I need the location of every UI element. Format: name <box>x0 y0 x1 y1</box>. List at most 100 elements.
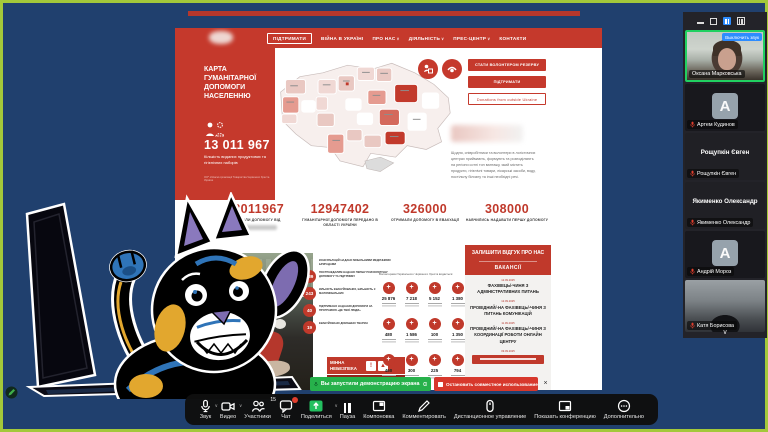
chevron-down-icon: ∨ <box>441 35 445 41</box>
stat-circle: 19 <box>303 321 316 335</box>
stat-circle: 243 <box>303 287 316 301</box>
aid-icon: + <box>428 354 441 366</box>
stats-row: 13011967 ОТРИМАЛИ ДОПОМОГУ ВІД 12947402 … <box>175 202 602 246</box>
participant-tile[interactable]: A Артем Кудинов <box>685 84 765 131</box>
stat-value: 308000 <box>484 202 530 216</box>
grid-cell: +1 586 <box>400 318 423 354</box>
participant-tile[interactable]: Катя Борисова <box>685 280 765 332</box>
remote-control-button[interactable]: Дистанционное управление <box>454 399 526 420</box>
video-button[interactable]: ∨ Видео <box>219 402 243 420</box>
stat-item: 326000 ОТРИМАЛИ ДОПОМОГУ В ЕВАКУАЦІЇ <box>382 202 468 223</box>
aid-icon: + <box>451 354 464 366</box>
participant-tile[interactable]: Рощупкін Євген Рощупкін Євген <box>685 133 765 180</box>
participant-tile[interactable]: Выключить звук Оксана Марковська <box>685 30 765 82</box>
aid-icon: + <box>405 354 418 366</box>
helping-hands-icon <box>442 59 462 79</box>
avatar: A <box>712 93 738 119</box>
annotate-button[interactable]: Комментировать <box>402 399 446 420</box>
grid-cell: +25 876 <box>377 282 400 318</box>
nav-support[interactable]: ПІДТРИМАТИ <box>267 32 313 44</box>
aid-icon: + <box>382 318 395 330</box>
gallery-view-active-icon[interactable] <box>723 17 731 25</box>
close-icon[interactable]: × <box>543 380 548 387</box>
become-volunteer-button[interactable]: СТАТИ ВОЛОНТЕРОМ РЕЗЕРВУ <box>468 59 546 71</box>
grid-cell: +1 380 <box>446 282 469 318</box>
grid-cell: +225 <box>423 354 446 390</box>
grid-cell: +480 <box>377 318 400 354</box>
muted-mic-icon <box>690 268 695 275</box>
layout-button[interactable]: Компоновка <box>363 399 394 420</box>
speaker-view-icon[interactable] <box>710 17 717 25</box>
screenshare-active-banner: Вы запустили демонстрацию экрана <box>310 377 431 391</box>
grid-cell: +794 <box>446 354 469 390</box>
leave-feedback-button[interactable]: ЗАЛИШИТИ ВІДГУК ПРО НАС <box>471 250 545 256</box>
stat-item: 308000 НАВЧИЛИСЬ НАДАВАТИ ПЕРШУ ДОПОМОГУ <box>464 202 550 223</box>
vacancies-title: ВАКАНСІЇ <box>494 264 522 271</box>
vacancy-item[interactable]: 11.09.2025 ПРОВІДНИЙ/-НА ФАХІВЕЦЬ/-ЧИНЯ … <box>470 321 546 344</box>
site-navbar: ПІДТРИМАТИ ВІЙНА В УКРАЇНІ ПРО НАС ∨ ДІЯЛ… <box>175 28 602 48</box>
participant-name: Катя Борисова <box>687 321 738 330</box>
grid-cell: +7 218 <box>400 282 423 318</box>
grid-view-icon[interactable] <box>737 17 745 25</box>
nav-about[interactable]: ПРО НАС ∨ <box>372 35 400 41</box>
stop-icon <box>438 381 443 387</box>
vacancies-card: ЗАЛИШИТИ ВІДГУК ПРО НАС ВАКАНСІЇ 12.09.2… <box>465 245 551 390</box>
grid-cell: +460 <box>377 354 400 390</box>
meeting-toolbar: ∨ Звук ∨ Видео 15 Участники Чат ∨ Подели… <box>185 394 658 425</box>
vacancy-item[interactable]: 09.09.2025 <box>465 346 551 365</box>
aid-icon: + <box>405 318 418 330</box>
more-button[interactable]: Дополнительно <box>604 399 644 420</box>
participant-tile[interactable]: Якименко Олександр Якименко Олександр <box>685 182 765 229</box>
more-participants-chevron[interactable]: ∨ <box>722 329 728 336</box>
nav-contacts[interactable]: КОНТАКТИ <box>499 35 527 41</box>
aid-grid: +25 876 +7 218 +5 152 +1 380 +480 +1 586… <box>377 282 469 390</box>
hero-caption: Кількість виданих продуктових та гігієні… <box>204 154 266 165</box>
grid-cell: +1 350 <box>446 318 469 354</box>
chat-button[interactable]: Чат <box>279 397 298 420</box>
warning-exclamation-icon: ! <box>366 360 376 371</box>
aid-icon: + <box>428 318 441 330</box>
nav-press-center[interactable]: ПРЕС-ЦЕНТР ∨ <box>453 35 491 41</box>
nav-activity[interactable]: ДІЯЛЬНІСТЬ ∨ <box>408 35 445 41</box>
vacancy-item[interactable]: 12.09.2025 ПРОВІДНИЙ/-НА ФАХІВЕЦЬ/-ЧИНЯ … <box>470 300 546 316</box>
aid-icon: + <box>382 354 395 366</box>
mute-button[interactable]: ∨ Звук <box>199 399 218 420</box>
donate-button[interactable]: ПІДТРИМАТИ <box>468 76 546 88</box>
participant-tile[interactable]: A Андрій Мороз <box>685 231 765 278</box>
muted-mic-icon <box>690 322 695 329</box>
aid-icon: + <box>451 282 464 294</box>
show-meeting-button[interactable]: Показать конференцию <box>534 399 596 420</box>
participant-count-badge: 15 <box>270 397 276 403</box>
participants-button[interactable]: 15 Участники <box>244 397 276 420</box>
hero-footnote: ОО* обласні організації Товариства Черво… <box>204 176 270 182</box>
chevron-up-icon[interactable]: ∨ <box>334 403 338 408</box>
stat-circle: 40 <box>303 304 316 318</box>
grid-cell: +300 <box>400 354 423 390</box>
highlighted-vacancy <box>472 354 544 364</box>
bulldog-laptop-illustration <box>25 192 310 399</box>
share-screen-button[interactable]: ∨ Поделиться <box>301 399 338 420</box>
list-item: 19 ЕВАКУЙОВАНО ДОМАШНІХ ТВАРИН <box>303 321 395 335</box>
list-item: 243 КІЛЬКІСТЬ ЕВАКУЙОВАНИХ, БІЛЬШІСТЬ З … <box>303 287 395 301</box>
participant-name: Артем Кудинов <box>687 120 738 129</box>
vacancy-item[interactable]: 12.09.2025 ФАХІВЕЦЬ/-ЧИНЯ З АДМІНІСТРАТИ… <box>477 278 539 295</box>
people-icon <box>205 122 227 142</box>
donations-outside-ukraine-button[interactable]: Donations from outside Ukraine <box>468 93 546 105</box>
aid-icon: + <box>405 282 418 294</box>
stat-label: НАВЧИЛИСЬ НАДАВАТИ ПЕРШУ ДОПОМОГУ <box>465 218 549 222</box>
minimize-icon[interactable] <box>697 22 704 24</box>
pause-icon <box>343 403 351 413</box>
settings-icon[interactable] <box>422 380 427 388</box>
chevron-up-icon[interactable]: ∨ <box>238 403 243 408</box>
nav-war-in-ukraine[interactable]: ВІЙНА В УКРАЇНІ <box>321 35 364 41</box>
avatar: A <box>712 240 738 266</box>
stop-share-button[interactable]: Остановить совместное использование <box>434 377 538 391</box>
stat-value: 12947402 <box>310 202 370 216</box>
chevron-up-icon[interactable]: ∨ <box>214 403 218 408</box>
hero-big-number: 13 011 967 <box>204 138 270 152</box>
pause-share-button[interactable]: Пауза <box>340 399 355 420</box>
grid-cell: +100 <box>423 318 446 354</box>
mic-icon <box>314 382 318 387</box>
annotation-pencil-icon[interactable] <box>5 386 18 399</box>
mute-participant-button[interactable]: Выключить звук <box>722 33 762 41</box>
